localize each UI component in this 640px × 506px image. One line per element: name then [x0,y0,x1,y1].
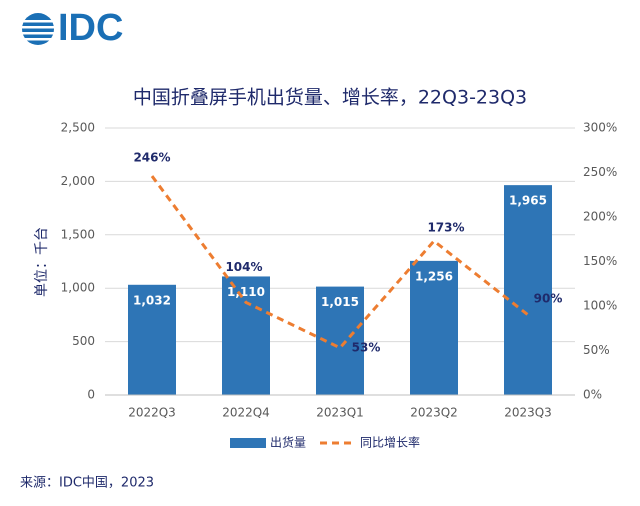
y2-tick-label: 250% [583,165,617,179]
line-value-label: 53% [352,340,381,354]
bar [128,284,176,395]
x-tick-label: 2023Q2 [410,406,458,420]
y-tick-label: 2,000 [61,174,95,188]
y-axis-label: 单位：千台 [34,227,50,297]
x-tick-label: 2023Q1 [316,406,364,420]
bar [410,260,458,395]
bar-value-label: 1,965 [509,194,547,208]
bar-value-label: 1,110 [227,285,265,299]
chart-title: 中国折叠屏手机出货量、增长率，22Q3-23Q3 [133,87,527,109]
y2-tick-label: 100% [583,299,617,313]
logo-text: IDC [58,7,123,49]
logo-globe [20,13,56,45]
y2-tick-label: 150% [583,254,617,268]
x-tick-label: 2022Q4 [222,406,270,420]
line-value-label: 246% [133,151,170,165]
y2-tick-label: 200% [583,210,617,224]
bar-value-label: 1,256 [415,269,453,283]
y2-tick-label: 0% [583,388,602,402]
y2-tick-label: 50% [583,343,610,357]
line-value-label: 90% [534,291,563,305]
line [150,175,529,350]
bar-value-label: 1,032 [133,293,171,307]
x-tick-label: 2023Q3 [504,406,552,420]
y-tick-label: 0 [87,388,95,402]
x-tick-label: 2022Q3 [128,406,176,420]
y2-tick-label: 300% [583,121,617,135]
bar [222,276,270,395]
y-tick-label: 2,500 [61,121,95,135]
source-note: 来源：IDC中国，2023 [20,476,154,491]
legend-label: 出货量 [270,435,306,450]
line-value-label: 173% [427,221,464,235]
legend-swatch [230,438,266,448]
line-value-label: 104% [225,260,262,274]
bar-value-label: 1,015 [321,295,359,309]
y-tick-label: 500 [72,334,95,348]
y-tick-label: 1,500 [61,227,95,241]
bar [504,185,552,395]
legend-label: 同比增长率 [360,435,420,450]
y-tick-label: 1,000 [61,281,95,295]
